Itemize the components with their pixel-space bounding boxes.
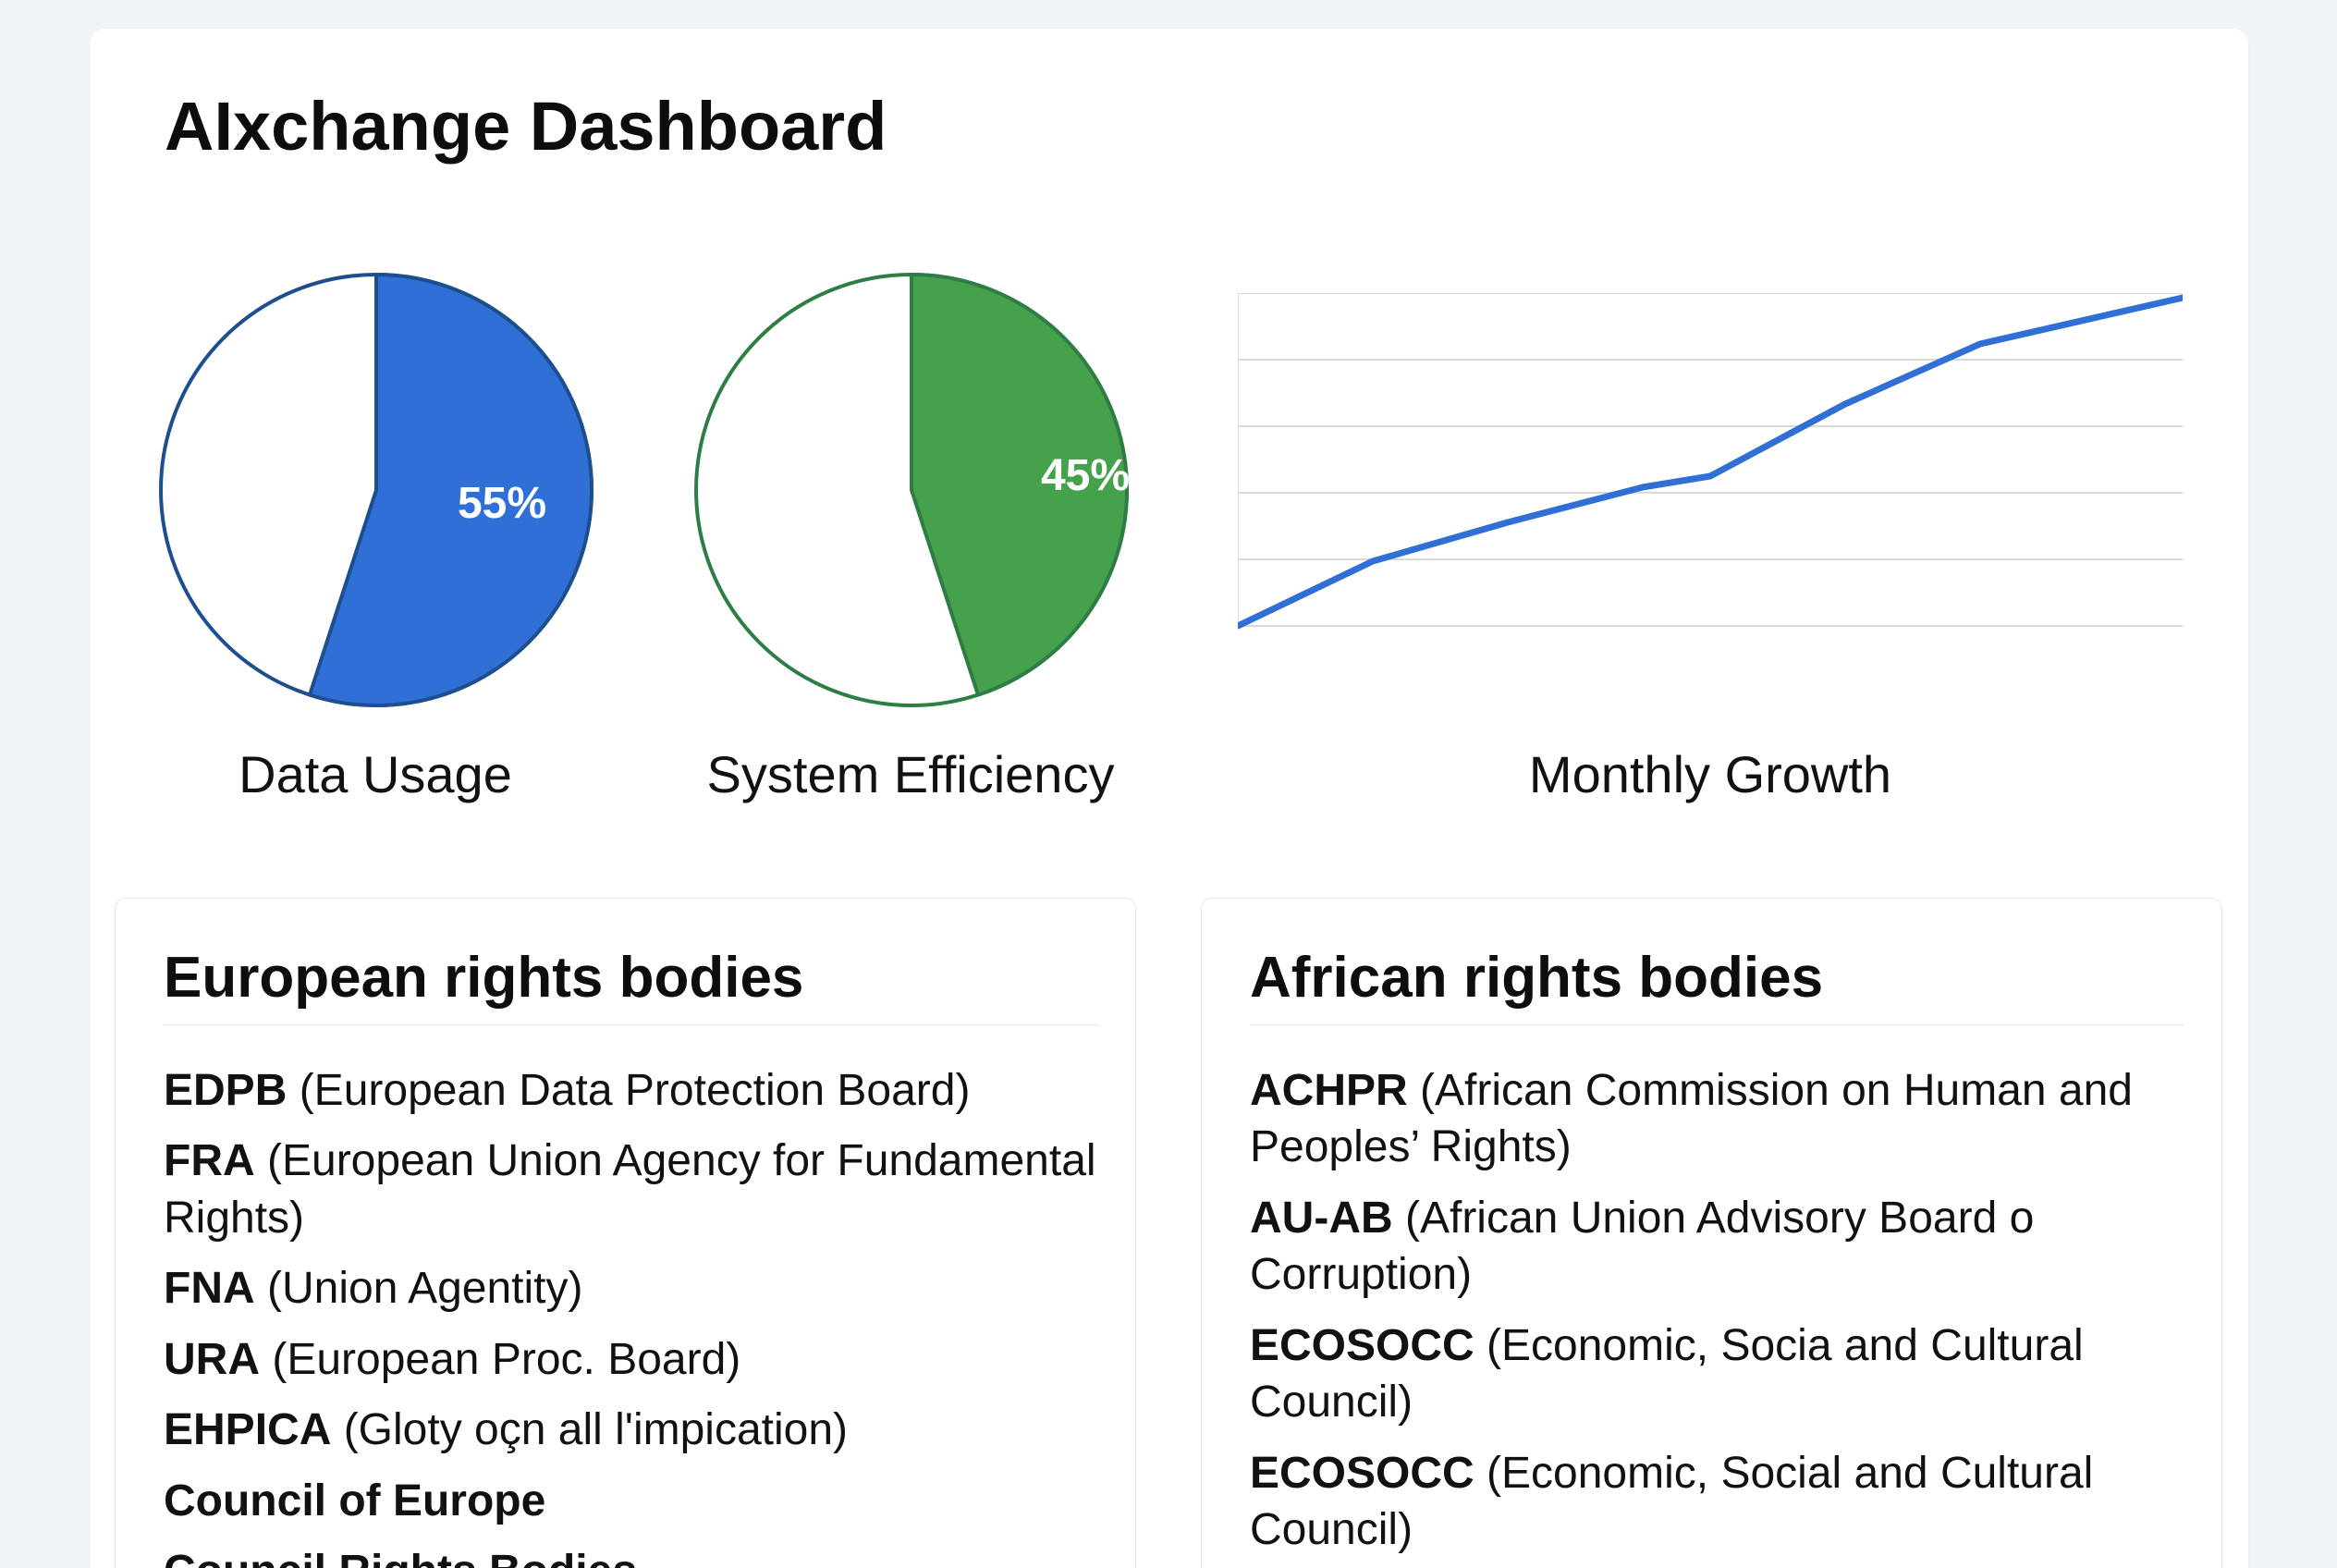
svg-text:45%: 45%	[1041, 451, 1130, 500]
svg-text:55%: 55%	[458, 479, 546, 528]
